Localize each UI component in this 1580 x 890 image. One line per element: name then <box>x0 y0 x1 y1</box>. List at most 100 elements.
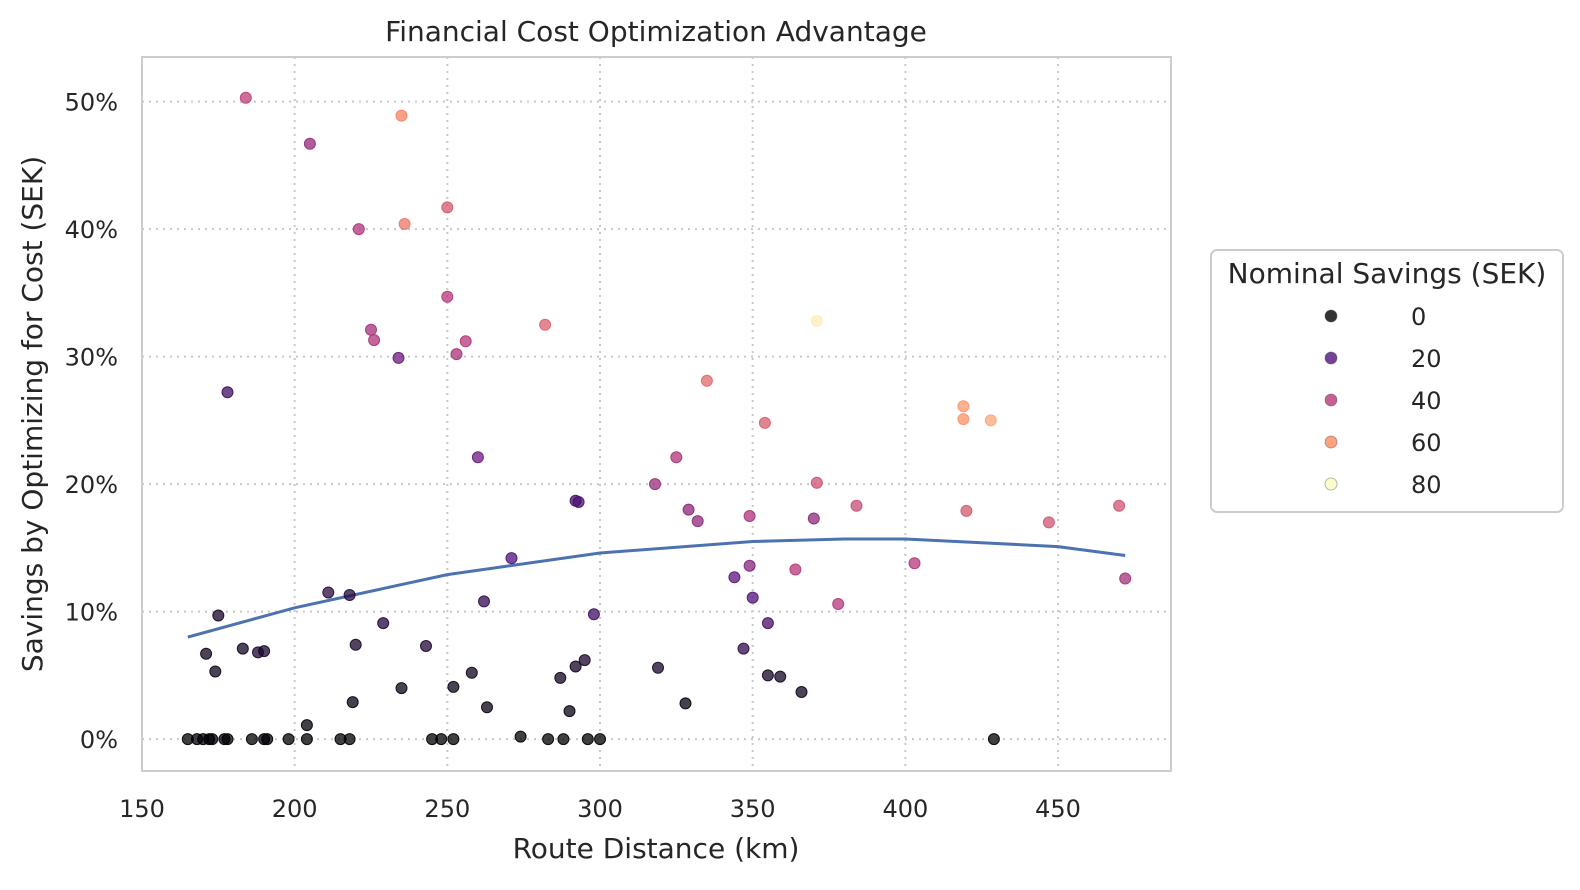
scatter-point <box>810 314 823 327</box>
scatter-point <box>850 499 863 512</box>
scatter-point <box>832 598 845 610</box>
scatter-point <box>542 733 555 746</box>
scatter-point <box>245 733 258 746</box>
scatter-point <box>368 334 381 347</box>
scatter-point <box>447 733 460 746</box>
scatter-point <box>441 201 454 214</box>
scatter-point <box>670 451 683 464</box>
scatter-point <box>682 503 695 516</box>
scatter-point <box>563 705 576 718</box>
scatter-point <box>1042 516 1055 529</box>
y-tick-label: 20% <box>65 471 118 499</box>
scatter-point <box>346 696 359 709</box>
scatter-point <box>557 733 570 746</box>
scatter-point <box>1113 499 1126 512</box>
x-tick-label: 400 <box>882 795 928 823</box>
scatter-point <box>343 589 356 601</box>
scatter-points <box>181 91 1132 746</box>
scatter-point <box>807 512 820 525</box>
scatter-point <box>649 478 661 491</box>
scatter-point <box>594 733 606 746</box>
scatter-point <box>459 335 472 348</box>
scatter-point <box>206 733 219 746</box>
x-tick-label: 300 <box>577 795 623 823</box>
scatter-point <box>471 451 484 464</box>
scatter-point <box>789 563 802 576</box>
legend-marker <box>1324 477 1338 491</box>
y-tick-label: 40% <box>65 216 118 244</box>
y-tick-label: 50% <box>65 89 118 117</box>
scatter-point <box>322 586 335 599</box>
scatter-point <box>465 666 478 679</box>
scatter-point <box>349 638 362 651</box>
scatter-point <box>300 733 313 746</box>
scatter-point <box>795 686 808 698</box>
scatter-point <box>392 351 405 364</box>
scatter-point <box>700 374 713 387</box>
scatter-point <box>261 733 274 746</box>
scatter-point <box>810 476 823 489</box>
scatter-point <box>957 400 970 413</box>
scatter-point <box>960 504 973 517</box>
scatter-point <box>420 640 432 652</box>
scatter-point <box>481 701 493 714</box>
legend-label: 20 <box>1411 345 1442 373</box>
scatter-point <box>679 697 692 710</box>
plot-frame <box>141 56 1172 772</box>
x-tick-label: 250 <box>424 795 470 823</box>
scatter-point <box>352 223 365 236</box>
scatter-point <box>365 323 377 336</box>
scatter-point <box>746 591 759 604</box>
scatter-point <box>957 413 970 426</box>
scatter-point <box>554 671 567 684</box>
scatter-point <box>282 733 295 746</box>
scatter-point <box>200 647 213 660</box>
y-axis-label: Savings by Optimizing for Cost (SEK) <box>16 156 49 672</box>
scatter-point <box>578 654 591 667</box>
scatter-point <box>505 552 518 565</box>
scatter-point <box>478 595 490 608</box>
scatter-point <box>236 642 249 655</box>
scatter-point <box>539 318 552 331</box>
y-tick-label: 10% <box>65 599 118 627</box>
scatter-point <box>303 137 316 150</box>
scatter-point <box>581 733 594 746</box>
scatter-point <box>398 218 411 230</box>
scatter-point <box>569 660 582 673</box>
scatter-point <box>743 559 756 572</box>
legend-marker <box>1324 309 1338 323</box>
scatter-point <box>758 416 771 429</box>
x-tick-label: 350 <box>730 795 776 823</box>
scatter-point <box>984 414 997 427</box>
scatter-point <box>774 670 787 683</box>
scatter-point <box>1119 572 1132 585</box>
scatter-point <box>221 733 234 746</box>
legend-label: 0 <box>1411 303 1426 331</box>
x-tick-label: 200 <box>272 795 318 823</box>
legend-box <box>1210 249 1564 513</box>
legend-marker <box>1324 393 1338 407</box>
scatter-point <box>441 290 454 303</box>
scatter-point <box>652 661 664 674</box>
scatter-point <box>761 617 774 630</box>
scatter-point <box>908 557 921 570</box>
x-tick-label: 450 <box>1035 795 1081 823</box>
scatter-point <box>728 571 741 584</box>
scatter-point <box>691 515 704 528</box>
legend-entries: 0 20 40 60 80 <box>1324 303 1442 499</box>
y-tick-label: 0% <box>80 726 118 754</box>
scatter-point <box>435 733 448 746</box>
scatter-point <box>761 669 774 682</box>
scatter-point <box>514 730 527 743</box>
scatter-point <box>587 608 600 621</box>
x-tick-labels: 150 200 250 300 350 400 450 <box>119 795 1081 823</box>
x-axis-label: Route Distance (km) <box>513 832 800 865</box>
legend-label: 80 <box>1411 471 1442 499</box>
scatter-point <box>239 91 252 104</box>
legend-title: Nominal Savings (SEK) <box>1228 257 1547 290</box>
scatter-point <box>743 510 756 522</box>
scatter-point <box>221 386 234 399</box>
legend: Nominal Savings (SEK) 0 20 40 60 80 <box>1210 249 1564 513</box>
x-tick-label: 150 <box>119 795 165 823</box>
